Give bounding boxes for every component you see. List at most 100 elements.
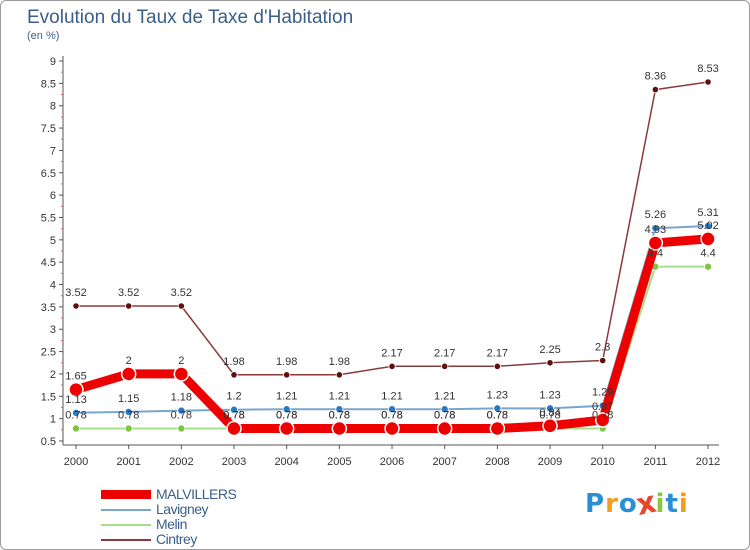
data-label: 0.78: [223, 409, 244, 421]
x-tick-label: 2004: [274, 456, 298, 468]
data-label: 1.21: [381, 390, 402, 402]
data-point: [72, 424, 81, 433]
data-label: 1.2: [226, 391, 241, 403]
data-label: 0.78: [329, 409, 350, 421]
y-tick-label: 0.5: [41, 436, 56, 448]
data-label: 0.84: [539, 407, 560, 419]
data-point: [489, 420, 506, 437]
legend-label-cintrey: Cintrey: [156, 531, 197, 547]
data-point: [599, 356, 607, 365]
data-point: [177, 302, 185, 310]
y-tick-label: 2: [50, 369, 56, 381]
y-tick-label: 5: [50, 235, 56, 247]
data-point: [72, 302, 80, 310]
data-label: 5.26: [645, 209, 666, 221]
y-tick-label: 3: [50, 324, 56, 336]
series-line: [75, 81, 709, 376]
data-point: [384, 420, 400, 437]
logo-letter: r: [605, 489, 619, 519]
logo-letter: P: [585, 489, 606, 519]
data-label: 3.52: [118, 287, 139, 299]
data-label: 1.23: [539, 389, 560, 401]
y-tick-label: 7: [50, 145, 56, 157]
data-point: [388, 405, 397, 414]
data-point: [436, 420, 453, 437]
data-label: 0.78: [487, 409, 508, 421]
legend-label-malvillers: MALVILLERS: [156, 486, 237, 502]
y-tick-label: 8: [50, 101, 56, 113]
data-point: [226, 420, 242, 437]
legend-swatch-malvillers: [101, 490, 151, 499]
data-label: 0.78: [381, 409, 402, 421]
data-point: [68, 381, 84, 398]
x-tick-label: 2007: [432, 456, 456, 468]
y-tick-label: 6.5: [41, 168, 56, 180]
data-label: 1.13: [65, 394, 86, 406]
y-tick-label: 9: [50, 56, 56, 68]
y-tick-label: 4.5: [41, 257, 56, 269]
data-point: [493, 404, 502, 413]
data-point: [124, 424, 133, 433]
data-label: 0.78: [118, 409, 139, 421]
data-point: [441, 362, 449, 370]
data-point: [72, 408, 81, 417]
data-label: 2.3: [595, 342, 610, 354]
y-tick-label: 6: [50, 190, 56, 202]
data-label: 8.36: [645, 71, 666, 83]
y-tick-label: 8.5: [41, 78, 56, 90]
x-tick-label: 2005: [327, 456, 351, 468]
data-label: 1.23: [487, 389, 508, 401]
data-point: [230, 405, 239, 414]
data-point: [230, 371, 238, 379]
data-label: 3.52: [171, 287, 192, 299]
data-label: 0.78: [539, 409, 560, 421]
data-label: 2: [178, 355, 184, 367]
y-tick-label: 1.5: [41, 391, 56, 403]
x-tick-label: 2011: [644, 456, 668, 468]
data-label: 0.78: [329, 409, 350, 421]
data-point: [594, 412, 611, 428]
data-label: 2.17: [381, 347, 402, 359]
legend-swatch-melin: [101, 524, 151, 526]
legend-label-lavigney: Lavigney: [156, 501, 209, 517]
data-label: 1.65: [65, 371, 86, 383]
data-label: 5.31: [697, 207, 718, 219]
chart-subtitle: (en %): [27, 30, 60, 42]
x-tick-label: 2001: [116, 456, 140, 468]
x-tick-label: 2000: [64, 456, 88, 468]
legend-swatch-cintrey: [101, 539, 151, 541]
data-label: 4.93: [645, 224, 666, 236]
data-label: 1.98: [276, 356, 297, 368]
y-tick-label: 7.5: [41, 123, 56, 135]
data-point: [177, 406, 186, 415]
data-label: 0.78: [434, 409, 455, 421]
x-tick-label: 2012: [696, 456, 720, 468]
data-label: 0.78: [276, 409, 297, 421]
chart-title: Evolution du Taux de Taxe d'Habitation: [27, 7, 354, 28]
data-point: [125, 302, 133, 310]
x-tick-label: 2006: [380, 456, 404, 468]
data-label: 4.4: [700, 248, 715, 260]
data-label: 2.17: [487, 347, 508, 359]
data-label: 1.98: [223, 356, 244, 368]
data-point: [278, 420, 295, 437]
logo-letter: t: [665, 489, 679, 519]
data-label: 0.78: [276, 409, 297, 421]
data-label: 4.4: [648, 248, 663, 260]
x-tick-label: 2003: [222, 456, 246, 468]
data-label: 0.78: [434, 409, 455, 421]
data-point: [647, 235, 664, 251]
y-tick-label: 4: [50, 280, 56, 292]
data-point: [651, 224, 660, 233]
data-label: 1.21: [276, 390, 297, 402]
data-label: 1.98: [329, 356, 350, 368]
data-point: [546, 404, 555, 413]
x-tick-label: 2009: [538, 456, 562, 468]
data-point: [651, 86, 659, 94]
data-point: [704, 262, 713, 271]
data-label: 2.17: [434, 347, 455, 359]
x-tick-label: 2002: [169, 456, 193, 468]
legend-swatch-lavigney: [101, 509, 151, 511]
